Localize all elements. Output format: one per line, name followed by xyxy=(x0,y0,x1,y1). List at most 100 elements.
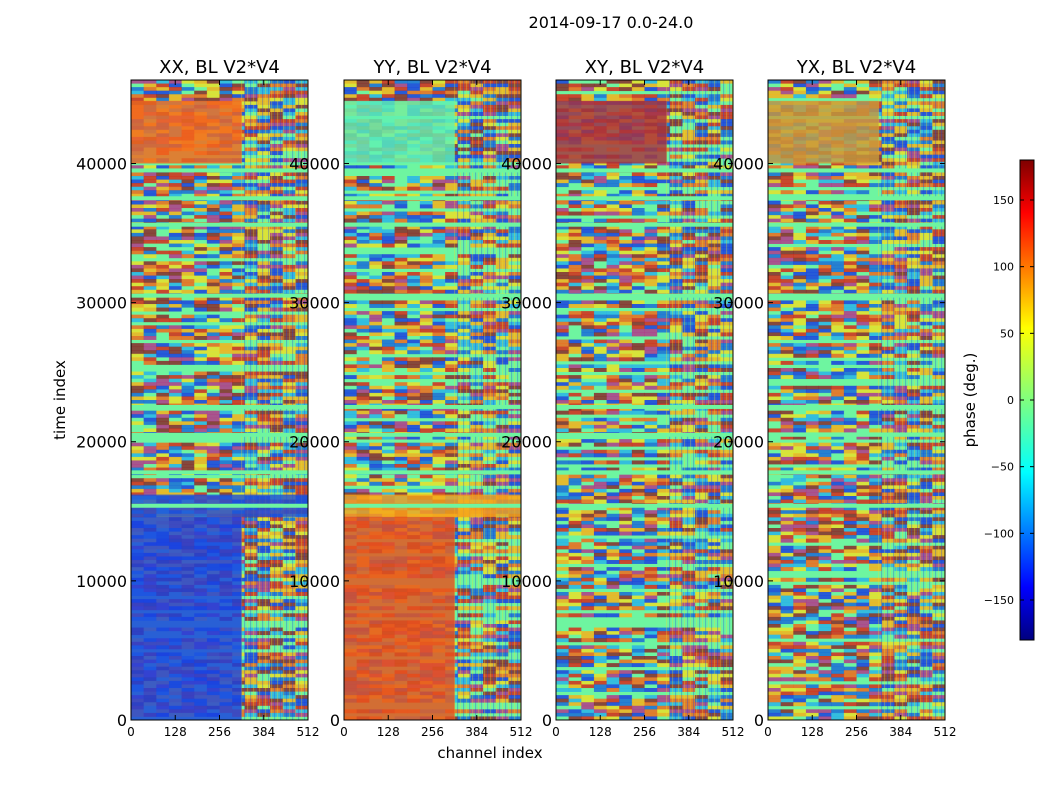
heatmap-cell xyxy=(156,446,170,451)
heatmap-cell xyxy=(394,240,408,244)
heatmap-cell xyxy=(470,442,484,447)
heatmap-cell xyxy=(270,87,284,92)
heatmap-cell xyxy=(356,385,370,390)
heatmap-cell xyxy=(219,204,233,209)
heatmap-cell xyxy=(483,549,497,554)
heatmap-cell xyxy=(295,663,308,668)
heatmap-cell xyxy=(381,343,396,348)
heatmap-cell xyxy=(445,492,459,497)
heatmap-cell xyxy=(407,87,421,92)
heatmap-cell xyxy=(682,161,696,166)
heatmap-cell xyxy=(181,240,195,244)
heatmap-cell xyxy=(257,179,271,184)
heatmap-cell xyxy=(381,257,396,262)
heatmap-cell xyxy=(644,97,658,102)
heatmap-cell xyxy=(381,90,396,95)
heatmap-cell xyxy=(244,545,258,550)
heatmap-cell xyxy=(257,144,271,148)
heatmap-cell xyxy=(407,460,421,465)
heatmap-cell xyxy=(483,144,497,148)
heatmap-cell xyxy=(457,520,471,525)
heatmap-cell xyxy=(244,115,258,120)
heatmap-cell xyxy=(394,460,408,465)
heatmap-cell xyxy=(508,158,521,163)
heatmap-cell xyxy=(669,129,683,134)
heatmap-cell xyxy=(244,133,258,138)
heatmap-cell xyxy=(194,485,208,490)
heatmap-cell xyxy=(156,332,170,337)
heatmap-cell xyxy=(483,368,497,372)
heatmap-cell xyxy=(270,638,284,643)
heatmap-cell xyxy=(257,645,271,650)
heatmap-cell xyxy=(495,648,509,653)
heatmap-cell xyxy=(407,474,421,479)
heatmap-cell xyxy=(194,382,208,387)
heatmap-cell xyxy=(257,108,271,113)
heatmap-cell xyxy=(657,179,671,184)
heatmap-cell xyxy=(483,328,497,333)
heatmap-cell xyxy=(181,94,195,99)
heatmap-cell xyxy=(219,428,233,433)
heatmap-cell xyxy=(244,535,258,540)
heatmap-cell xyxy=(143,357,157,362)
heatmap-cell xyxy=(244,122,258,127)
heatmap-cell xyxy=(219,87,233,92)
heatmap-cell xyxy=(631,165,645,170)
heatmap-cell xyxy=(682,87,696,92)
heatmap-cell xyxy=(219,83,233,88)
heatmap-cell xyxy=(457,154,471,159)
heatmap-cell xyxy=(156,286,170,291)
heatmap-cell xyxy=(457,264,471,269)
heatmap-cell xyxy=(295,673,308,678)
heatmap-cell xyxy=(369,225,383,230)
heatmap-cell xyxy=(581,80,595,84)
heatmap-cell xyxy=(419,336,433,340)
heatmap-cell xyxy=(419,492,433,497)
heatmap-cell xyxy=(581,179,595,184)
heatmap-cell xyxy=(181,481,195,486)
heatmap-cell xyxy=(282,396,296,401)
heatmap-cell xyxy=(206,488,220,493)
heatmap-cell xyxy=(508,311,521,316)
heatmap-cell xyxy=(194,417,208,422)
heatmap-cell xyxy=(295,645,308,650)
heatmap-cell xyxy=(445,460,459,465)
heatmap-cell xyxy=(394,346,408,351)
heatmap-cell xyxy=(419,400,433,404)
heatmap-cell xyxy=(419,474,433,479)
heatmap-cell xyxy=(495,204,509,209)
heatmap-cell xyxy=(257,535,271,540)
heatmap-cell xyxy=(470,108,484,113)
heatmap-cell xyxy=(219,225,233,230)
heatmap-cell xyxy=(232,83,246,88)
heatmap-cell xyxy=(508,673,521,678)
heatmap-cell xyxy=(707,193,721,198)
heatmap-cell xyxy=(470,570,484,575)
heatmap-cell xyxy=(419,279,433,284)
heatmap-cell xyxy=(457,410,471,415)
heatmap-cell xyxy=(168,190,183,195)
heatmap-cell xyxy=(508,524,521,529)
heatmap-cell xyxy=(669,108,683,113)
heatmap-cell xyxy=(508,275,521,280)
heatmap-cell xyxy=(194,353,208,358)
heatmap-cell xyxy=(270,616,284,621)
heatmap-cell xyxy=(295,232,308,237)
heatmap-cell xyxy=(407,446,421,451)
heatmap-cell xyxy=(369,410,383,415)
heatmap-cell xyxy=(232,307,246,312)
heatmap-cell xyxy=(508,83,521,88)
heatmap-cell xyxy=(219,396,233,401)
heatmap-cell xyxy=(508,289,521,294)
heatmap-cell xyxy=(407,453,421,458)
heatmap-cell xyxy=(356,264,370,269)
heatmap-cell xyxy=(457,243,471,248)
heatmap-cell xyxy=(244,488,258,493)
heatmap-cell xyxy=(156,307,170,312)
heatmap-cell xyxy=(270,421,284,426)
heatmap-cell xyxy=(495,563,509,568)
heatmap-cell xyxy=(407,282,421,287)
heatmap-cell xyxy=(483,584,497,589)
heatmap-cell xyxy=(432,414,446,419)
heatmap-cell xyxy=(457,695,471,700)
